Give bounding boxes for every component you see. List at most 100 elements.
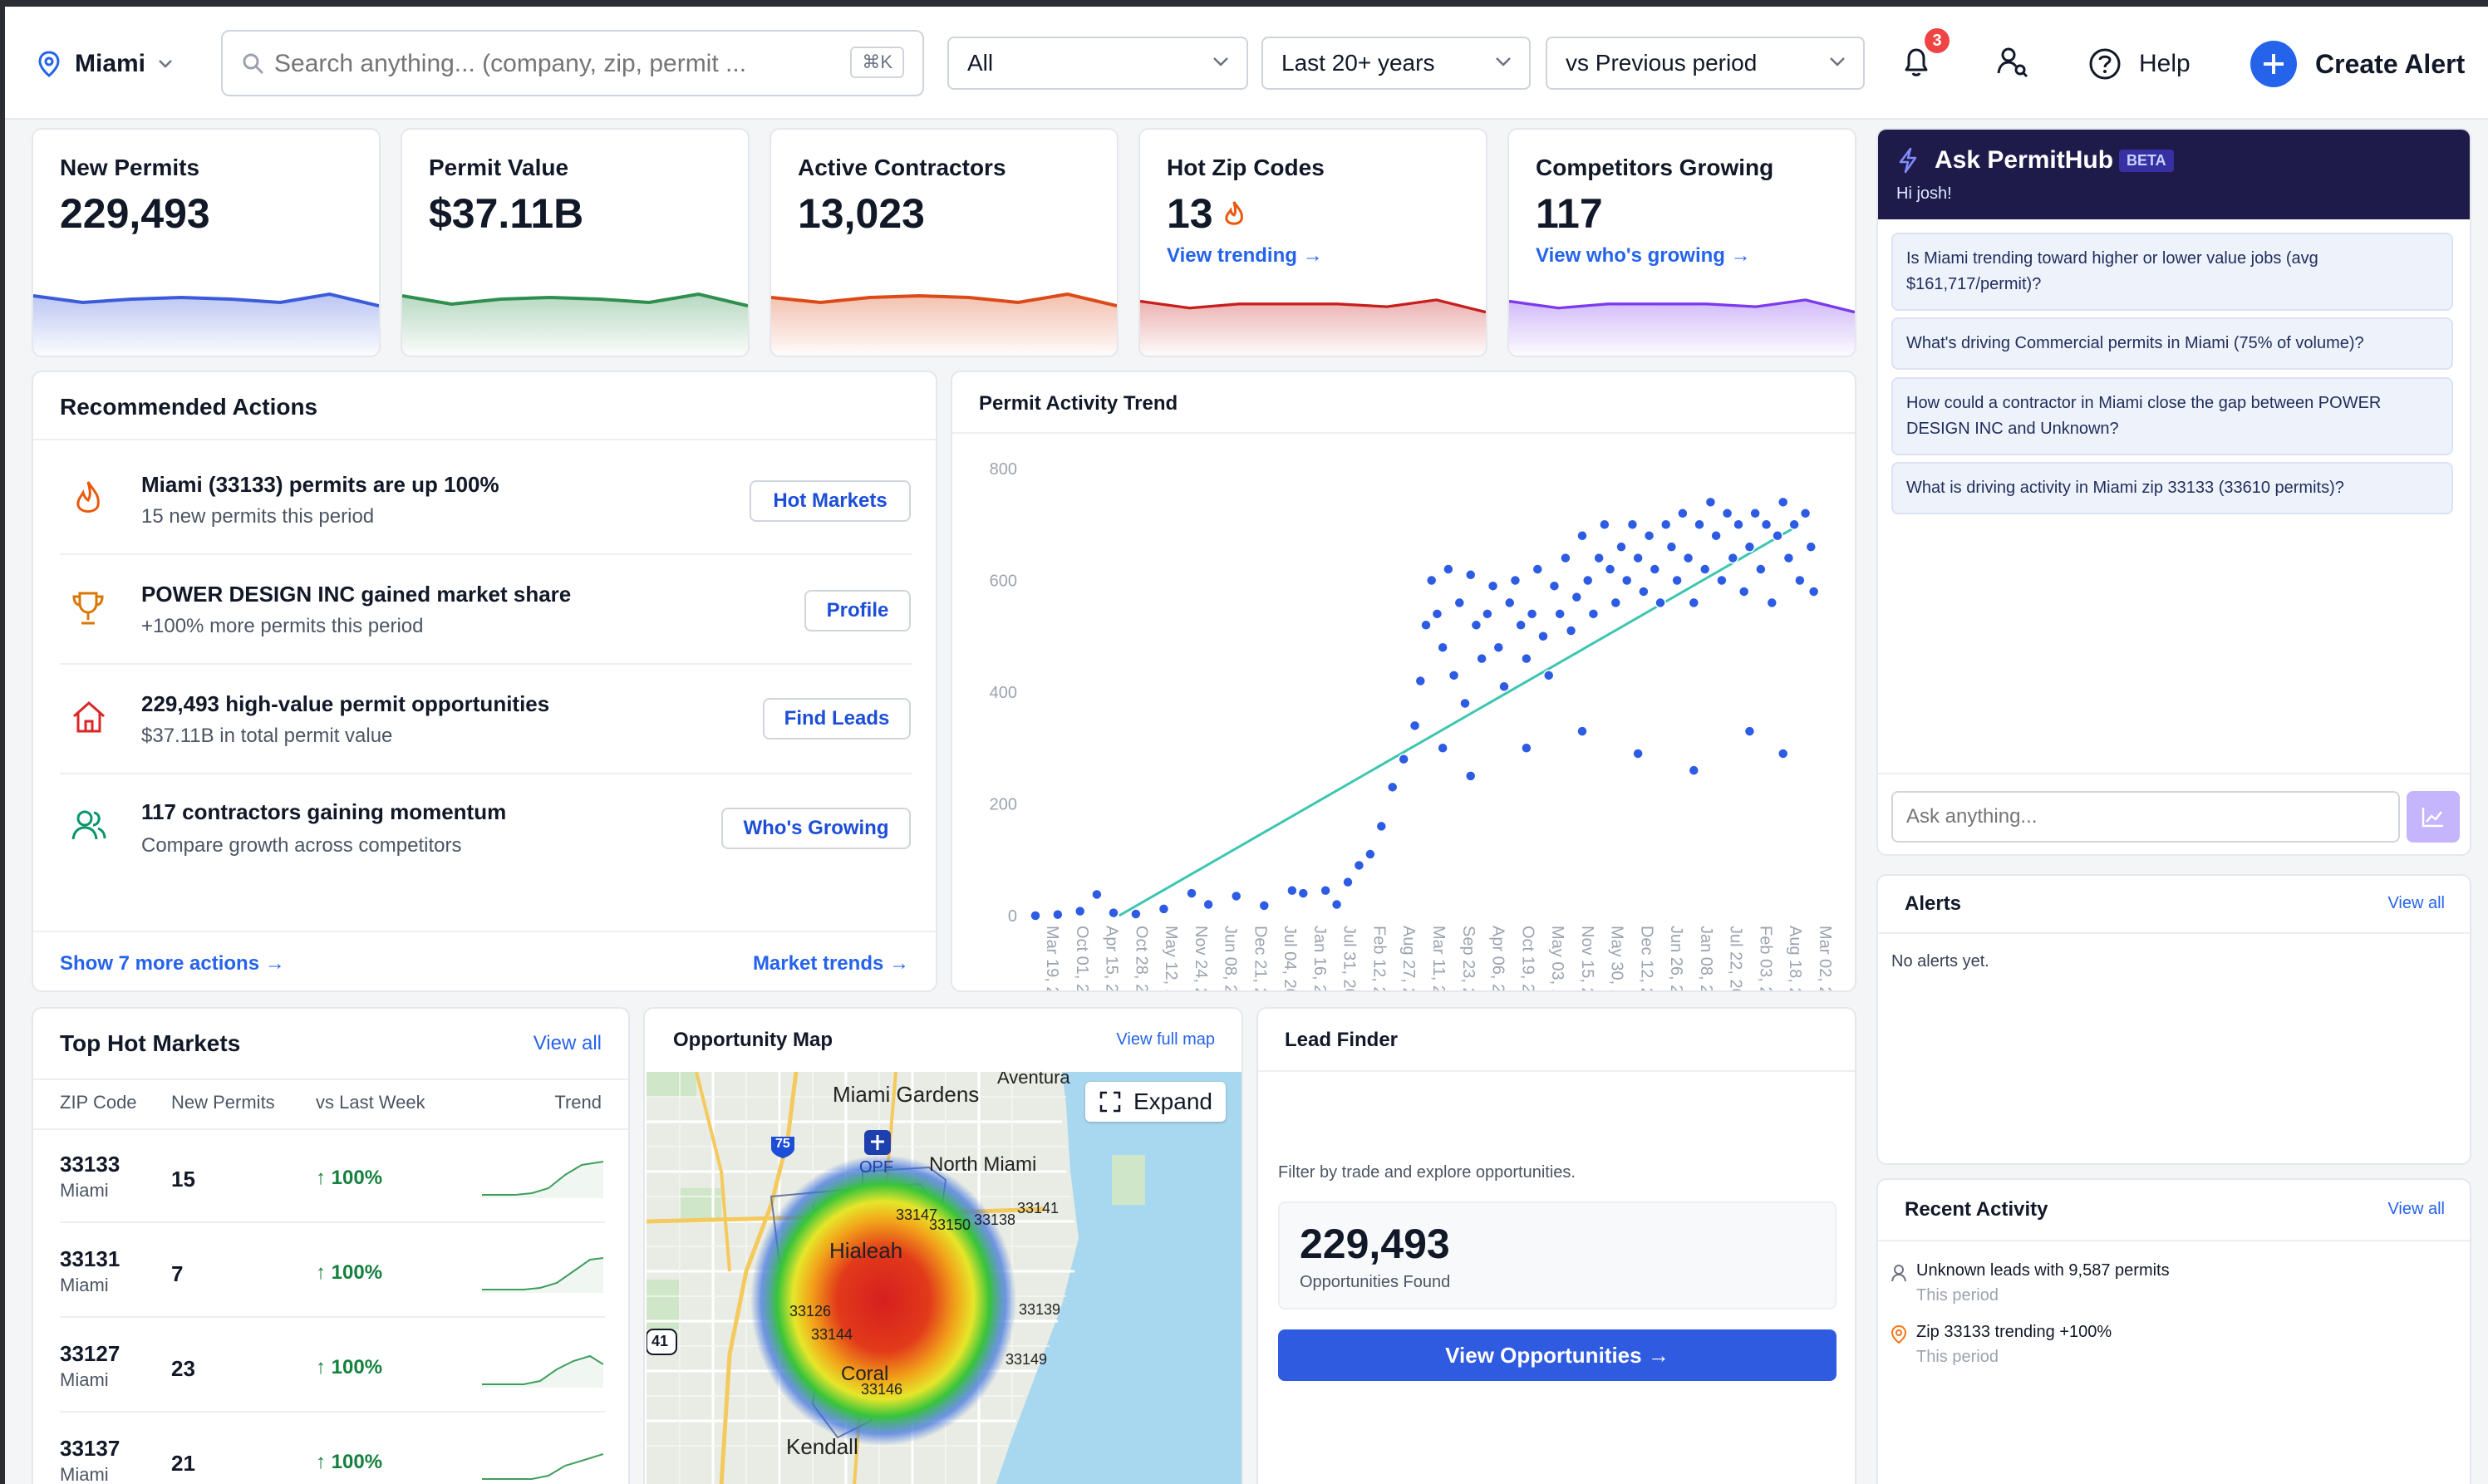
compare-filter-dropdown[interactable]: vs Previous period [1546, 37, 1865, 90]
data-point [1202, 898, 1214, 911]
show-more-actions-link[interactable]: Show 7 more actions → [60, 952, 285, 975]
divider [33, 1079, 628, 1080]
data-point [1186, 887, 1197, 899]
activity-title: Zip 33133 trending +100% [1916, 1323, 2112, 1341]
alerts-view-all-link[interactable]: View all [2387, 894, 2445, 912]
divider [60, 1411, 605, 1413]
zip-label: 33138 [974, 1211, 1016, 1228]
zip-label: 33150 [929, 1216, 971, 1233]
users-icon [71, 810, 106, 840]
map-label-coral: Coral [841, 1363, 889, 1385]
column-header[interactable]: ZIP Code [60, 1092, 137, 1113]
interstate-shield [771, 1137, 794, 1158]
zip-label: 33139 [1019, 1301, 1061, 1318]
map-label-opf: OPF [859, 1158, 894, 1177]
user-icon [1891, 1265, 1906, 1282]
view-growing-link[interactable]: View who's growing → [1536, 244, 1751, 267]
divider [60, 663, 912, 665]
data-point [1330, 898, 1343, 911]
y-tick-label: 600 [990, 572, 1017, 591]
data-point [1738, 586, 1750, 597]
column-header[interactable]: New Permits [171, 1092, 275, 1113]
whos-growing-button[interactable]: Who's Growing [721, 808, 911, 849]
hot-markets-view-all-link[interactable]: View all [533, 1032, 602, 1054]
recent-activity-panel: Recent Activity View all Unknown leads w… [1876, 1178, 2471, 1484]
type-filter-dropdown[interactable]: All [947, 37, 1248, 90]
divider [60, 1316, 605, 1318]
column-header[interactable]: Trend [554, 1092, 602, 1113]
help-button[interactable]: Help [2087, 43, 2191, 85]
kpi-card-active-contractors[interactable]: Active Contractors 13,023 [770, 128, 1119, 357]
period-filter-dropdown[interactable]: Last 20+ years [1261, 37, 1531, 90]
x-tick-label: Apr 06, 2020 [1489, 926, 1507, 992]
x-tick-label: Sep 23, 2019 [1459, 926, 1478, 992]
expand-map-button[interactable]: Expand [1085, 1082, 1226, 1122]
market-trends-link[interactable]: Market trends → [752, 952, 909, 975]
kpi-title: Competitors Growing [1536, 155, 1774, 180]
suggested-question[interactable]: Is Miami trending toward higher or lower… [1891, 233, 2453, 311]
create-alert-button[interactable]: Create Alert [2250, 40, 2465, 88]
period-filter-value: Last 20+ years [1281, 50, 1435, 76]
send-button[interactable] [2407, 791, 2460, 843]
kpi-title: Permit Value [429, 155, 569, 180]
team-button[interactable] [1994, 43, 2036, 85]
data-point [1091, 888, 1103, 901]
notifications-button[interactable]: 3 [1900, 28, 1950, 85]
kpi-card-hot-zip-codes[interactable]: Hot Zip Codes 13 View trending → [1138, 128, 1487, 357]
kpi-card-competitors-growing[interactable]: Competitors Growing 117 View who's growi… [1507, 128, 1856, 357]
kpi-value: 13 [1167, 189, 1246, 238]
data-point [1565, 625, 1577, 636]
ask-input[interactable] [1891, 791, 2400, 843]
top-hot-markets-panel: Top Hot Markets View all ZIP Code New Pe… [32, 1007, 630, 1484]
suggested-question[interactable]: How could a contractor in Miami close th… [1891, 377, 2453, 455]
data-point [1509, 574, 1522, 587]
data-point [1760, 518, 1773, 530]
view-trending-link[interactable]: View trending → [1167, 244, 1323, 267]
change-value: 100% [331, 1167, 383, 1189]
data-point [1733, 518, 1744, 530]
x-tick-label: Mar 19, 2012 [1043, 926, 1061, 992]
divider [1878, 1240, 2470, 1241]
week-change: ↑ 100% [316, 1261, 383, 1284]
bell-icon [1905, 48, 1928, 76]
recommended-actions-panel: Recommended Actions Miami (33133) permit… [32, 371, 937, 992]
section-title: Recommended Actions [60, 394, 318, 420]
data-point [1342, 876, 1354, 888]
view-opportunities-button[interactable]: View Opportunities → [1278, 1329, 1836, 1381]
recent-view-all-link[interactable]: View all [2387, 1200, 2445, 1218]
kpi-card-new-permits[interactable]: New Permits 229,493 [32, 128, 381, 357]
trend-sparkline [482, 1354, 603, 1388]
route-41-label: 41 [652, 1333, 669, 1349]
map-canvas[interactable]: Aventura Miami Gardens OPF North Miami H… [647, 1072, 1242, 1484]
view-full-map-link[interactable]: View full map [1116, 1030, 1215, 1049]
chart-title: Permit Activity Trend [979, 392, 1178, 415]
help-label: Help [2139, 50, 2191, 77]
data-point [1030, 910, 1041, 921]
data-point [1799, 508, 1812, 519]
top-bar: Miami ⌘K All Last 20+ years vs Previous … [5, 7, 2488, 120]
data-point [1659, 518, 1672, 530]
suggested-question[interactable]: What is driving activity in Miami zip 33… [1891, 462, 2453, 514]
data-point [1459, 697, 1471, 710]
find-leads-button[interactable]: Find Leads [763, 698, 911, 740]
chevron-down-icon [1830, 57, 1845, 66]
flame-icon [1224, 201, 1243, 225]
search-box[interactable]: ⌘K [221, 30, 924, 96]
data-point [1576, 725, 1588, 737]
location-selector[interactable]: Miami [37, 43, 178, 85]
data-point [1604, 563, 1616, 575]
column-header[interactable]: vs Last Week [316, 1092, 425, 1113]
action-title: Miami (33133) permits are up 100% [141, 472, 499, 497]
map-graphics [647, 1072, 1242, 1484]
suggested-question[interactable]: What's driving Commercial permits in Mia… [1891, 317, 2453, 370]
kpi-card-permit-value[interactable]: Permit Value $37.11B [401, 128, 750, 357]
search-input[interactable] [274, 47, 839, 81]
kpi-sparkline [1140, 298, 1486, 356]
hot-markets-button[interactable]: Hot Markets [750, 480, 911, 522]
data-point [1130, 908, 1142, 920]
profile-button[interactable]: Profile [804, 590, 911, 631]
data-point [1230, 890, 1242, 902]
flame-icon [76, 481, 100, 513]
type-filter-value: All [967, 50, 994, 76]
data-point [1364, 848, 1376, 860]
